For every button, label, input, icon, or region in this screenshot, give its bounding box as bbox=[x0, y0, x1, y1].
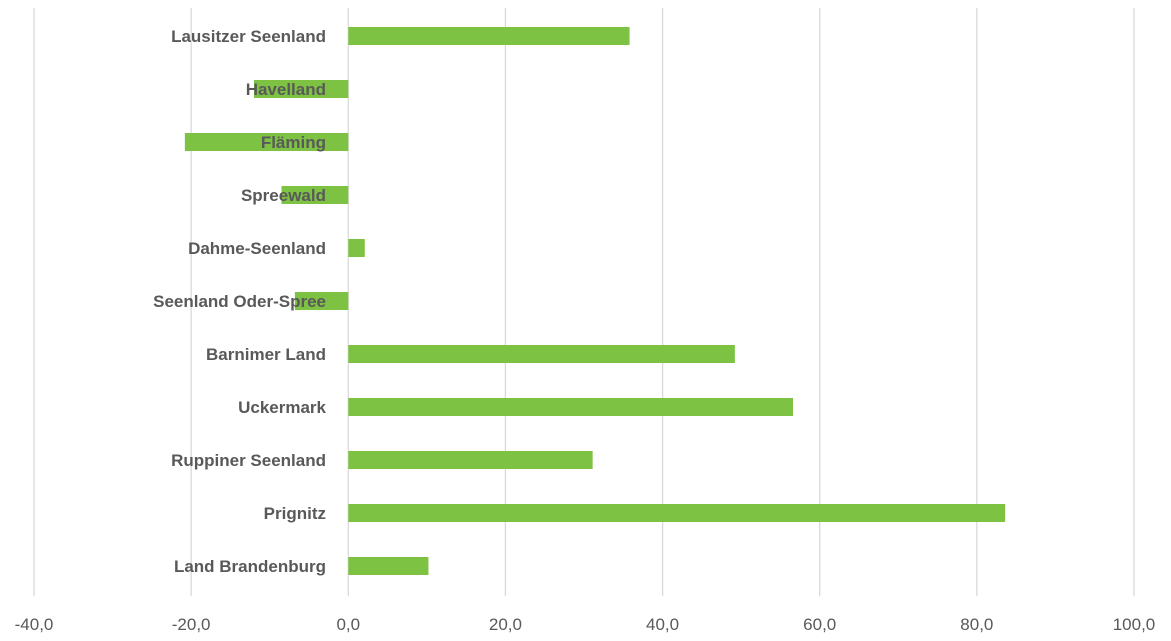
category-label-7: Uckermark bbox=[238, 398, 326, 417]
category-label-6: Barnimer Land bbox=[206, 345, 326, 364]
category-label-5: Seenland Oder-Spree bbox=[153, 292, 326, 311]
x-tick-label-0: -40,0 bbox=[15, 615, 54, 634]
x-tick-label-2: 0,0 bbox=[336, 615, 360, 634]
bar-0 bbox=[348, 27, 630, 45]
bar-10 bbox=[348, 557, 429, 575]
category-label-0: Lausitzer Seenland bbox=[171, 27, 326, 46]
x-tick-label-7: 100,0 bbox=[1113, 615, 1156, 634]
bar-9 bbox=[348, 504, 1006, 522]
x-axis-tick-labels: -40,0 -20,0 0,0 20,0 40,0 60,0 80,0 100,0 bbox=[15, 615, 1156, 634]
category-label-9: Prignitz bbox=[264, 504, 326, 523]
x-tick-label-3: 20,0 bbox=[489, 615, 522, 634]
x-tick-label-5: 60,0 bbox=[803, 615, 836, 634]
category-label-3: Spreewald bbox=[241, 186, 326, 205]
bar-2 bbox=[184, 133, 349, 151]
bar-5 bbox=[294, 292, 349, 310]
category-label-2: Fläming bbox=[261, 133, 326, 152]
bar-6 bbox=[348, 345, 735, 363]
category-label-10: Land Brandenburg bbox=[174, 557, 326, 576]
bars bbox=[184, 27, 1006, 575]
bar-3 bbox=[281, 186, 349, 204]
category-label-4: Dahme-Seenland bbox=[188, 239, 326, 258]
category-label-1: Havelland bbox=[246, 80, 326, 99]
bar-8 bbox=[348, 451, 593, 469]
x-tick-label-6: 80,0 bbox=[960, 615, 993, 634]
category-label-8: Ruppiner Seenland bbox=[171, 451, 326, 470]
x-tick-label-1: -20,0 bbox=[172, 615, 211, 634]
x-tick-label-4: 40,0 bbox=[646, 615, 679, 634]
bar-7 bbox=[348, 398, 793, 416]
category-labels: Lausitzer Seenland Havelland Fläming Spreew… bbox=[153, 27, 326, 576]
bar-4 bbox=[348, 239, 365, 257]
bar-1 bbox=[254, 80, 349, 98]
